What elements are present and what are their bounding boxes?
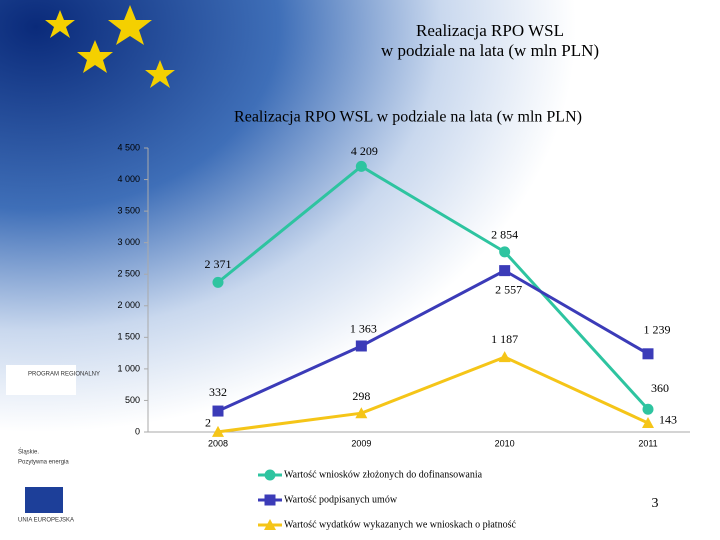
eu-flag [25,487,63,513]
chart-title: Realizacja RPO WSL w podziale na lata (w… [234,109,582,126]
logo-text: Śląskie. [18,448,39,456]
value-label: 2 [205,416,211,430]
value-label: 4 209 [351,144,378,158]
value-label: 332 [209,385,227,399]
y-tick-label: 2 000 [117,300,140,310]
y-tick-label: 1 500 [117,332,140,342]
data-point [355,340,367,352]
series-line [217,355,649,434]
data-point [499,265,511,277]
slide-title: Realizacja RPO WSL [416,21,564,40]
series-line [217,164,650,411]
data-point [212,405,224,417]
data-point [642,416,654,428]
value-label: 2 854 [491,228,518,242]
logo-text: PROGRAM REGIONALNY [28,372,100,378]
value-label: 143 [659,413,677,427]
data-point [642,403,654,415]
x-tick-label: 2010 [495,438,515,448]
legend-marker [264,494,276,506]
page-number: 3 [652,496,659,511]
y-tick-label: 0 [135,426,140,436]
y-tick-label: 500 [125,395,140,405]
x-tick-label: 2009 [351,438,371,448]
data-point [498,351,511,363]
y-tick-label: 4 500 [117,142,140,152]
series-line [217,268,649,413]
legend-marker [264,469,276,481]
logo-text: UNIA EUROPEJSKA [18,518,74,524]
legend-label: Wartość wydatków wykazanych we wnioskach… [284,519,516,530]
legend-marker [264,519,276,530]
x-tick-label: 2008 [208,438,228,448]
x-tick-label: 2011 [638,438,657,448]
value-label: 1 239 [644,323,671,337]
slide-title: w podziale na lata (w mln PLN) [381,41,599,60]
data-point [212,276,224,288]
y-tick-label: 3 000 [117,237,140,247]
data-point [642,348,654,360]
y-tick-label: 1 000 [117,363,140,373]
legend-label: Wartość podpisanych umów [284,494,398,505]
value-label: 2 371 [205,257,232,271]
y-tick-label: 3 500 [117,205,140,215]
value-label: 1 363 [350,322,377,336]
legend-label: Wartość wniosków złożonych do dofinansow… [284,469,483,480]
y-tick-label: 2 500 [117,269,140,279]
logo-box [6,365,76,395]
data-point [355,160,367,172]
data-point [355,407,368,419]
data-point [499,246,511,258]
data-point [212,425,224,437]
value-label: 298 [352,389,370,403]
value-label: 2 557 [495,282,522,296]
value-label: 1 187 [491,332,518,346]
y-tick-label: 4 000 [117,174,140,184]
logo-text: Pozytywna energia [18,460,69,466]
eu-stars [45,5,175,88]
value-label: 360 [651,381,669,395]
